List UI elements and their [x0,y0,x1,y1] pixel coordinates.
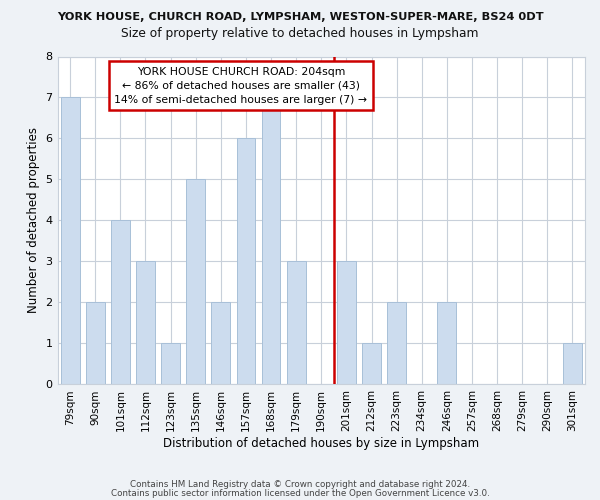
Bar [262,98,280,385]
Bar [236,138,256,384]
Text: Contains public sector information licensed under the Open Government Licence v3: Contains public sector information licen… [110,489,490,498]
Text: Contains HM Land Registry data © Crown copyright and database right 2024.: Contains HM Land Registry data © Crown c… [130,480,470,489]
Y-axis label: Number of detached properties: Number of detached properties [27,128,40,314]
Text: YORK HOUSE, CHURCH ROAD, LYMPSHAM, WESTON-SUPER-MARE, BS24 0DT: YORK HOUSE, CHURCH ROAD, LYMPSHAM, WESTO… [56,12,544,22]
Text: Size of property relative to detached houses in Lympsham: Size of property relative to detached ho… [121,28,479,40]
Bar [211,302,230,384]
Bar [563,344,582,384]
Bar [161,344,180,384]
Bar [111,220,130,384]
Bar [337,262,356,384]
Bar [86,302,104,384]
X-axis label: Distribution of detached houses by size in Lympsham: Distribution of detached houses by size … [163,437,479,450]
Bar [287,262,305,384]
Bar [186,180,205,384]
Bar [437,302,456,384]
Bar [136,262,155,384]
Bar [387,302,406,384]
Bar [61,98,80,385]
Bar [362,344,381,384]
Text: YORK HOUSE CHURCH ROAD: 204sqm
← 86% of detached houses are smaller (43)
14% of : YORK HOUSE CHURCH ROAD: 204sqm ← 86% of … [115,66,367,104]
